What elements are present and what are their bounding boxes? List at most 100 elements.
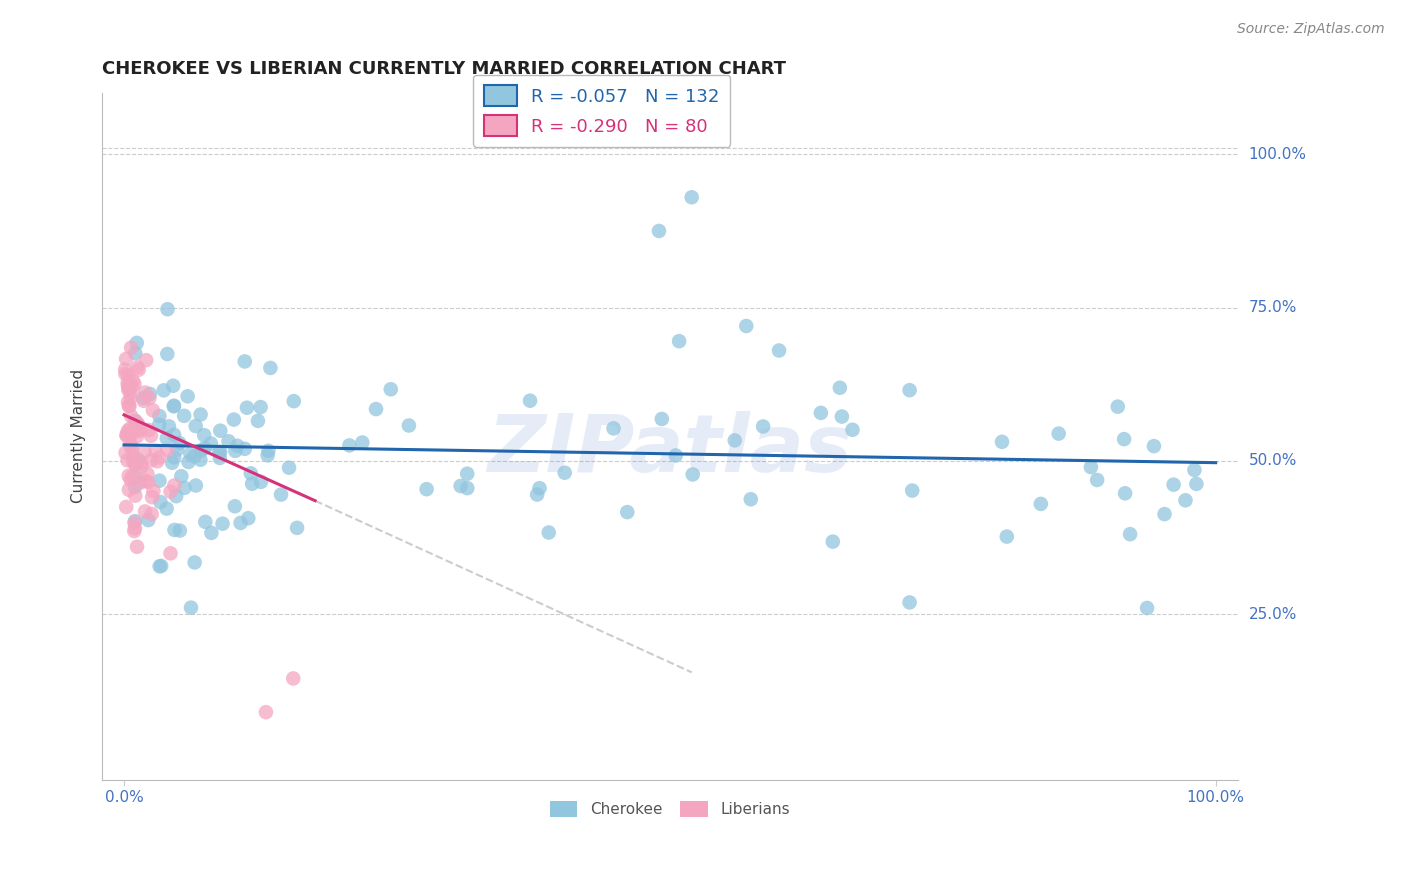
Point xyxy=(148,409,170,423)
Point xyxy=(209,445,232,459)
Text: 100.0%: 100.0% xyxy=(1249,147,1306,161)
Point xyxy=(148,417,170,432)
Point xyxy=(415,482,437,496)
Point xyxy=(138,423,160,437)
Point xyxy=(1185,476,1208,491)
Point xyxy=(142,483,165,498)
Point xyxy=(278,460,301,475)
Point xyxy=(337,438,360,452)
Point xyxy=(1174,493,1197,508)
Point xyxy=(124,489,146,503)
Point xyxy=(537,525,560,540)
Point xyxy=(1114,486,1136,500)
Point xyxy=(236,401,259,415)
Point xyxy=(648,224,671,238)
Point xyxy=(122,524,145,538)
Point xyxy=(190,443,212,458)
Point xyxy=(211,516,233,531)
Point xyxy=(135,353,157,368)
Point xyxy=(145,444,167,458)
Point xyxy=(128,423,150,437)
Point xyxy=(651,412,673,426)
Text: 50.0%: 50.0% xyxy=(1249,453,1296,468)
Point xyxy=(156,442,179,457)
Point xyxy=(117,453,139,467)
Point xyxy=(118,399,141,413)
Point xyxy=(149,495,172,509)
Point xyxy=(1047,426,1070,441)
Point xyxy=(118,380,141,394)
Legend: Cherokee, Liberians: Cherokee, Liberians xyxy=(544,796,796,823)
Point xyxy=(146,454,169,468)
Point xyxy=(125,335,148,350)
Text: Source: ZipAtlas.com: Source: ZipAtlas.com xyxy=(1237,22,1385,37)
Point xyxy=(380,382,402,396)
Point xyxy=(117,427,139,442)
Point xyxy=(810,406,832,420)
Point xyxy=(250,475,273,489)
Point xyxy=(117,378,139,392)
Point xyxy=(184,478,207,492)
Point xyxy=(200,436,222,450)
Point xyxy=(740,492,762,507)
Point xyxy=(117,383,139,397)
Point xyxy=(149,559,172,574)
Point xyxy=(735,318,758,333)
Point xyxy=(124,470,146,484)
Text: ZIPatlas: ZIPatlas xyxy=(488,411,852,489)
Point xyxy=(398,418,420,433)
Point xyxy=(177,455,200,469)
Point xyxy=(124,414,146,428)
Point xyxy=(129,423,152,437)
Point xyxy=(768,343,790,358)
Point xyxy=(828,381,851,395)
Point xyxy=(121,380,143,394)
Point xyxy=(125,429,148,443)
Point xyxy=(120,341,142,355)
Point xyxy=(124,516,146,530)
Point xyxy=(222,412,245,426)
Point xyxy=(246,414,269,428)
Point xyxy=(118,468,141,483)
Point xyxy=(114,446,136,460)
Point xyxy=(115,500,138,514)
Point xyxy=(120,391,142,405)
Point xyxy=(163,427,186,442)
Point xyxy=(200,525,222,540)
Point xyxy=(132,393,155,408)
Point xyxy=(991,434,1014,449)
Point xyxy=(226,439,249,453)
Point xyxy=(209,424,232,438)
Point xyxy=(170,469,193,483)
Point xyxy=(163,478,186,492)
Point xyxy=(233,442,256,456)
Point xyxy=(120,437,142,451)
Point xyxy=(1163,477,1185,491)
Point xyxy=(115,428,138,442)
Point xyxy=(160,456,183,470)
Point xyxy=(456,481,478,495)
Point xyxy=(131,459,153,474)
Point xyxy=(120,427,142,442)
Point xyxy=(218,434,240,449)
Point xyxy=(193,428,215,442)
Point xyxy=(165,489,187,503)
Point xyxy=(752,419,775,434)
Point xyxy=(124,377,146,392)
Point xyxy=(124,457,146,471)
Point xyxy=(148,450,170,465)
Point xyxy=(163,450,186,465)
Point xyxy=(134,504,156,518)
Point xyxy=(224,443,246,458)
Point xyxy=(450,479,472,493)
Point xyxy=(456,467,478,481)
Point xyxy=(283,672,305,686)
Point xyxy=(190,452,212,467)
Point xyxy=(115,351,138,366)
Point xyxy=(519,393,541,408)
Point xyxy=(184,419,207,434)
Point xyxy=(120,386,142,401)
Point xyxy=(173,409,195,423)
Point xyxy=(1080,460,1102,475)
Point xyxy=(1153,507,1175,521)
